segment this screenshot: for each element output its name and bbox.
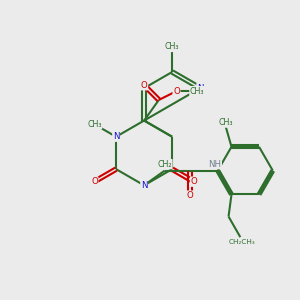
Text: O: O <box>91 177 98 186</box>
Text: CH₂CH₃: CH₂CH₃ <box>228 238 255 244</box>
Text: CH₃: CH₃ <box>190 87 204 96</box>
Text: CH₃: CH₃ <box>218 118 233 127</box>
Text: O: O <box>186 191 193 200</box>
Text: N: N <box>197 84 203 93</box>
Text: CH₃: CH₃ <box>165 42 179 51</box>
Text: CH₂: CH₂ <box>158 160 172 169</box>
Text: NH: NH <box>208 160 221 169</box>
Text: N: N <box>113 132 119 141</box>
Text: O: O <box>141 81 148 90</box>
Text: O: O <box>190 177 197 186</box>
Text: N: N <box>141 181 147 190</box>
Text: O: O <box>173 87 180 96</box>
Text: CH₃: CH₃ <box>87 120 102 129</box>
